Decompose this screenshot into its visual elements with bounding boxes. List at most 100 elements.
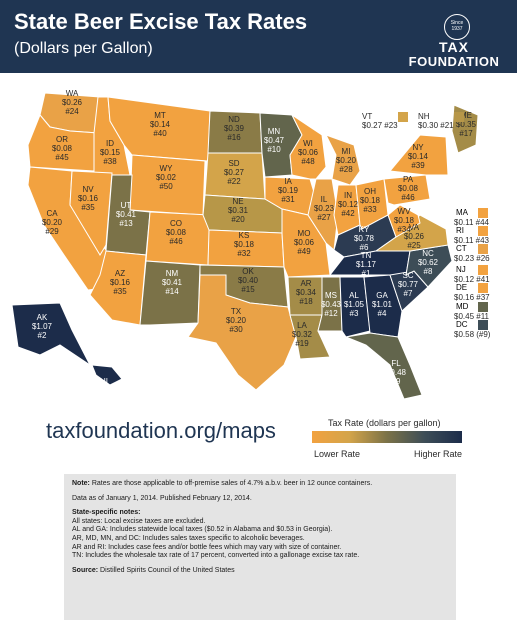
state-label-in-abbr: IN xyxy=(344,191,352,200)
state-label-az-rate: $0.16 xyxy=(110,278,131,287)
state-label-nm-rank: #14 xyxy=(165,287,179,296)
state-label-co-rate: $0.08 xyxy=(166,228,187,237)
state-al[interactable] xyxy=(339,276,371,338)
state-label-fl-rank: #9 xyxy=(392,377,401,386)
state-label-ms-rank: #12 xyxy=(324,309,338,318)
state-label-id-rate: $0.15 xyxy=(100,148,121,157)
state-label-ia-rank: #31 xyxy=(281,195,295,204)
state-label-ne-rate: $0.31 xyxy=(228,206,249,215)
date-line: Data as of January 1, 2014. Published Fe… xyxy=(72,494,252,502)
state-label-hi-abbr: HI xyxy=(100,377,108,386)
state-label-ga-abbr: GA xyxy=(376,291,388,300)
state-nv[interactable] xyxy=(69,170,113,256)
ne-rate: $0.30 #21 xyxy=(418,121,454,130)
state-label-wy-rate: $0.02 xyxy=(156,173,177,182)
state-label-ms-abbr: MS xyxy=(325,291,337,300)
state-label-ky-rank: #6 xyxy=(360,243,369,252)
state-label-va-abbr: VA xyxy=(409,223,420,232)
ne-rate: $0.45 #11 xyxy=(454,312,489,321)
state-label-mn-rank: #10 xyxy=(267,145,281,154)
state-label-ne-rank: #20 xyxy=(231,215,245,224)
ne-swatch-ri xyxy=(478,226,488,236)
ne-swatch-ct xyxy=(478,244,488,254)
state-label-fl-rate: $0.48 xyxy=(386,368,407,377)
state-label-ks-abbr: KS xyxy=(239,231,250,240)
state-label-wy-rank: #50 xyxy=(159,182,173,191)
state-label-in-rank: #42 xyxy=(341,209,355,218)
state-label-al-rank: #3 xyxy=(350,309,359,318)
ne-label-nh: NH $0.30 #21 xyxy=(418,112,454,130)
state-label-nc-rate: $0.62 xyxy=(418,258,439,267)
state-label-ar-rank: #18 xyxy=(299,297,313,306)
state-label-oh-abbr: OH xyxy=(364,187,376,196)
state-label-id-rank: #38 xyxy=(103,157,117,166)
state-label-sd-abbr: SD xyxy=(228,159,239,168)
state-wi[interactable] xyxy=(289,113,327,180)
specific-note: AR, MD, MN, and DC: Includes sales taxes… xyxy=(72,534,305,542)
state-label-va-rank: #25 xyxy=(407,241,421,250)
state-hi[interactable] xyxy=(91,364,123,386)
state-label-tx-rank: #30 xyxy=(229,325,243,334)
state-label-ny-rank: #39 xyxy=(411,161,425,170)
state-label-tn-abbr: TN xyxy=(361,251,372,260)
state-label-nm-abbr: NM xyxy=(166,269,179,278)
legend-gradient-bar xyxy=(312,431,462,443)
state-label-ok-rate: $0.40 xyxy=(238,276,259,285)
state-ga[interactable] xyxy=(363,274,403,338)
ne-rate: $0.11 #43 xyxy=(454,236,489,245)
state-label-tx-rate: $0.20 xyxy=(226,316,247,325)
tax-foundation-logo[interactable]: Since 1937 TAX FOUNDATION xyxy=(404,14,504,69)
state-label-oh-rank: #33 xyxy=(363,205,377,214)
state-label-la-rate: $0.32 xyxy=(292,330,313,339)
state-label-wy-abbr: WY xyxy=(160,164,174,173)
state-label-mi-abbr: MI xyxy=(342,147,351,156)
state-label-sd-rate: $0.27 xyxy=(224,168,245,177)
ne-abbr: MA xyxy=(456,208,468,217)
state-label-ms-rate: $0.43 xyxy=(321,300,342,309)
state-label-or-rank: #45 xyxy=(55,153,69,162)
state-label-nv-abbr: NV xyxy=(82,185,94,194)
state-label-or-rate: $0.08 xyxy=(52,144,73,153)
state-ak[interactable] xyxy=(11,302,92,367)
state-label-wi-rank: #48 xyxy=(301,157,315,166)
page-title: State Beer Excise Tax Rates xyxy=(14,9,308,34)
state-label-mn-abbr: MN xyxy=(268,127,281,136)
state-label-ar-rate: $0.34 xyxy=(296,288,317,297)
specific-notes-label: State-specific notes: xyxy=(72,509,141,517)
state-label-il-rate: $0.23 xyxy=(314,204,335,213)
state-nm[interactable] xyxy=(139,260,201,326)
state-label-wi-abbr: WI xyxy=(303,139,313,148)
state-label-mi-rank: #28 xyxy=(339,165,353,174)
ne-rate: $0.58 (#9) xyxy=(454,330,491,339)
state-pa[interactable] xyxy=(383,174,431,206)
state-label-pa-abbr: PA xyxy=(403,175,414,184)
us-map: WA$0.26#24OR$0.08#45CA$0.20#29ID$0.15#38… xyxy=(11,89,479,404)
ne-rate: $0.12 #41 xyxy=(454,275,490,284)
state-label-hi-rate: $0.93 xyxy=(94,386,115,395)
state-label-nd-rank: #16 xyxy=(227,133,241,142)
source-line: Source: Distilled Spirits Council of the… xyxy=(72,567,448,576)
note-text: Rates are those applicable to off-premis… xyxy=(91,480,373,487)
state-label-ok-rank: #15 xyxy=(241,285,255,294)
state-va[interactable] xyxy=(374,214,449,252)
state-label-tn-rate: $1.17 xyxy=(356,260,377,269)
state-label-me-rank: #17 xyxy=(459,129,473,138)
specific-note: AL and GA: Includes statewide local taxe… xyxy=(72,526,333,534)
state-label-al-abbr: AL xyxy=(349,291,359,300)
state-wv[interactable] xyxy=(387,204,421,238)
ne-abbr: DC xyxy=(456,320,468,329)
ne-rate: $0.27 #23 xyxy=(362,121,398,130)
state-label-pa-rate: $0.08 xyxy=(398,184,419,193)
source-text: Distilled Spirits Council of the United … xyxy=(100,566,235,574)
ne-swatch-dc xyxy=(478,320,488,330)
maps-link[interactable]: taxfoundation.org/maps xyxy=(46,418,276,443)
state-label-mi-rate: $0.20 xyxy=(336,156,357,165)
state-label-az-abbr: AZ xyxy=(115,269,125,278)
state-label-pa-rank: #46 xyxy=(401,193,415,202)
ne-swatch-md xyxy=(478,302,488,312)
ne-label-md: $0.45 #11 xyxy=(454,312,489,321)
state-fl[interactable] xyxy=(344,332,423,400)
state-label-ia-rate: $0.19 xyxy=(278,186,299,195)
state-label-sd-rank: #22 xyxy=(227,177,241,186)
state-ny[interactable] xyxy=(389,134,449,176)
